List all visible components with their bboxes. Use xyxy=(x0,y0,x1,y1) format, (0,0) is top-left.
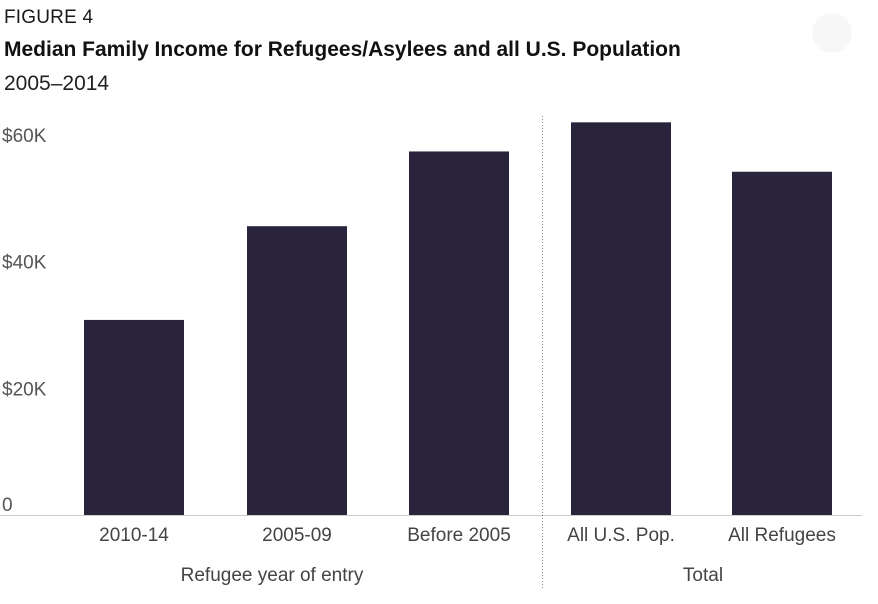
y-tick-label: $40K xyxy=(2,253,47,274)
bar xyxy=(732,171,832,515)
x-tick-label: Before 2005 xyxy=(407,525,511,546)
bar xyxy=(571,122,671,515)
chart-title: Median Family Income for Refugees/Asylee… xyxy=(4,38,681,61)
x-tick-label: 2010-14 xyxy=(99,525,169,546)
bar xyxy=(84,319,184,515)
y-tick-label: $20K xyxy=(2,379,47,400)
figure-label: FIGURE 4 xyxy=(4,7,94,28)
group-label: Refugee year of entry xyxy=(181,565,364,586)
chart-subtitle: 2005–2014 xyxy=(4,72,110,95)
y-tick-label: $60K xyxy=(2,126,47,147)
x-tick-label: 2005-09 xyxy=(262,525,332,546)
x-tick-label: All U.S. Pop. xyxy=(567,525,675,546)
x-tick-label: All Refugees xyxy=(728,525,836,546)
corner-badge xyxy=(812,13,852,53)
bar xyxy=(409,151,509,515)
group-label: Total xyxy=(683,565,723,586)
bar xyxy=(247,226,347,515)
y-tick-label: 0 xyxy=(2,495,13,516)
